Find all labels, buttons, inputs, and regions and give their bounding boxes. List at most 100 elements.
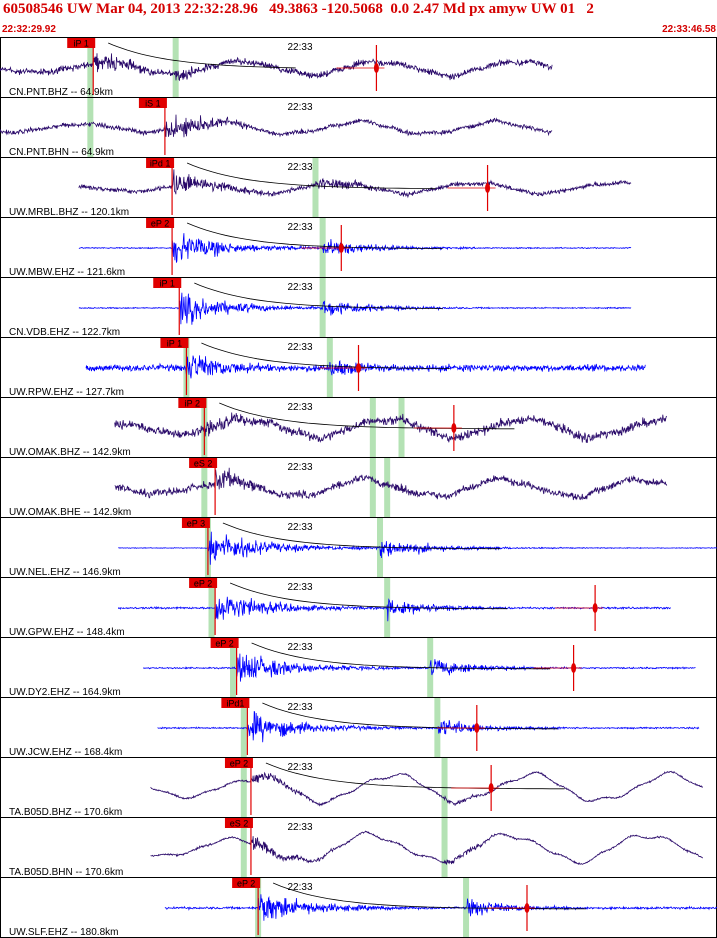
channel-label: UW.SLF.EHZ -- 180.8km bbox=[9, 927, 118, 938]
channel-panel[interactable]: eS 2 22:33 TA.B05D.BHN -- 170.6km bbox=[0, 817, 717, 879]
channel-label: UW.GPW.EHZ -- 148.4km bbox=[9, 627, 125, 638]
end-time-label: 22:33:46.58 bbox=[662, 24, 716, 35]
coda-envelope bbox=[194, 282, 443, 309]
coda-envelope bbox=[229, 582, 508, 610]
waveform bbox=[85, 355, 646, 379]
phase-window bbox=[240, 818, 247, 877]
pick-label[interactable]: eP 3 bbox=[181, 518, 210, 529]
pick-label[interactable]: eP 2 bbox=[210, 638, 239, 649]
channel-label: UW.OMAK.BHZ -- 142.9km bbox=[9, 447, 131, 458]
time-tick-label: 22:33 bbox=[287, 222, 312, 233]
channel-panel[interactable]: eP 2 22:33 UW.DY2.EHZ -- 164.9km bbox=[0, 637, 717, 699]
pick-label[interactable]: iS 1 bbox=[138, 98, 167, 109]
phase-window bbox=[201, 458, 208, 517]
svg-text:iP 1: iP 1 bbox=[74, 39, 89, 49]
coda-marker-dot bbox=[356, 363, 361, 373]
pick-label[interactable]: iP 2 bbox=[178, 398, 207, 409]
pick-label[interactable]: eP 2 bbox=[189, 578, 218, 589]
coda-marker-dot bbox=[474, 723, 480, 733]
waveform bbox=[78, 169, 632, 199]
time-tick-label: 22:33 bbox=[287, 402, 312, 413]
waveform bbox=[118, 531, 717, 565]
waveform bbox=[0, 114, 553, 138]
waveform bbox=[150, 830, 704, 866]
channel-panel[interactable]: eP 2 22:33 TA.B05D.BHZ -- 170.6km bbox=[0, 757, 717, 819]
time-tick-label: 22:33 bbox=[287, 882, 312, 893]
coda-envelope bbox=[262, 702, 558, 730]
svg-text:iP 1: iP 1 bbox=[160, 279, 175, 289]
coda-marker-dot bbox=[524, 903, 530, 913]
waveform bbox=[143, 653, 696, 682]
channel-label: UW.DY2.EHZ -- 164.9km bbox=[9, 687, 121, 698]
phase-window bbox=[441, 818, 448, 877]
svg-text:iS 1: iS 1 bbox=[145, 99, 161, 109]
time-tick-label: 22:33 bbox=[287, 42, 312, 53]
event-header: 60508546 UW Mar 04, 2013 22:32:28.96 49.… bbox=[0, 0, 717, 37]
svg-text:iP 1: iP 1 bbox=[167, 339, 182, 349]
svg-text:eP 2: eP 2 bbox=[194, 579, 212, 589]
svg-text:eS 2: eS 2 bbox=[194, 459, 213, 469]
time-tick-label: 22:33 bbox=[287, 642, 312, 653]
pick-label[interactable]: eS 2 bbox=[189, 458, 218, 469]
svg-text:iPd 1: iPd 1 bbox=[150, 159, 171, 169]
event-title: 60508546 UW Mar 04, 2013 22:32:28.96 49.… bbox=[3, 1, 594, 17]
time-tick-label: 22:33 bbox=[287, 702, 312, 713]
time-tick-label: 22:33 bbox=[287, 822, 312, 833]
channel-label: CN.PNT.BHN -- 64.9km bbox=[9, 147, 114, 158]
pick-label[interactable]: eP 2 bbox=[146, 218, 175, 229]
coda-marker-dot bbox=[451, 423, 457, 433]
channel-panel[interactable]: eP 2 22:33 UW.GPW.EHZ -- 148.4km bbox=[0, 577, 717, 639]
phase-window bbox=[384, 458, 391, 517]
coda-envelope bbox=[272, 882, 587, 910]
pick-label[interactable]: eS 2 bbox=[224, 818, 253, 829]
waveform bbox=[78, 233, 632, 263]
time-tick-label: 22:33 bbox=[287, 462, 312, 473]
channel-panel[interactable]: iPd 1 22:33 UW.MRBL.BHZ -- 120.1km bbox=[0, 157, 717, 219]
channel-label: CN.VDB.EHZ -- 122.7km bbox=[9, 327, 120, 338]
pick-label[interactable]: iPd1 bbox=[221, 698, 250, 709]
time-tick-label: 22:33 bbox=[287, 342, 312, 353]
svg-text:eP 2: eP 2 bbox=[230, 759, 248, 769]
svg-text:eS 2: eS 2 bbox=[230, 819, 249, 829]
time-tick-label: 22:33 bbox=[287, 282, 312, 293]
coda-marker-dot bbox=[488, 783, 494, 793]
channel-panel[interactable]: iP 2 22:33 UW.OMAK.BHZ -- 142.9km bbox=[0, 397, 717, 459]
pick-label[interactable]: iP 1 bbox=[153, 278, 182, 289]
channel-panel[interactable]: iP 1 22:33 CN.PNT.BHZ -- 64.9km bbox=[0, 37, 717, 99]
time-tick-label: 22:33 bbox=[287, 762, 312, 773]
channel-label: TA.B05D.BHN -- 170.6km bbox=[9, 867, 123, 878]
pick-label[interactable]: iP 1 bbox=[67, 38, 96, 49]
phase-window bbox=[240, 758, 247, 817]
pick-label[interactable]: iP 1 bbox=[160, 338, 189, 349]
channel-panel[interactable]: eP 2 22:33 UW.SLF.EHZ -- 180.8km bbox=[0, 877, 717, 938]
channel-panel[interactable]: eP 2 22:33 UW.MBW.EHZ -- 121.6km bbox=[0, 217, 717, 279]
channel-label: UW.NEL.EHZ -- 146.9km bbox=[9, 567, 121, 578]
coda-marker-dot bbox=[373, 63, 379, 73]
channel-panel[interactable]: iP 1 22:33 UW.RPW.EHZ -- 127.7km bbox=[0, 337, 717, 399]
pick-label[interactable]: eP 2 bbox=[224, 758, 253, 769]
svg-text:iP 2: iP 2 bbox=[185, 399, 200, 409]
channel-panel[interactable]: iP 1 22:33 CN.VDB.EHZ -- 122.7km bbox=[0, 277, 717, 339]
channel-label: UW.OMAK.BHE -- 142.9km bbox=[9, 507, 131, 518]
coda-envelope bbox=[186, 222, 443, 250]
channel-label: UW.RPW.EHZ -- 127.7km bbox=[9, 387, 124, 398]
coda-envelope bbox=[251, 642, 551, 670]
coda-marker-dot bbox=[592, 603, 598, 613]
channel-panel[interactable]: iPd1 22:33 UW.JCW.EHZ -- 168.4km bbox=[0, 697, 717, 759]
channel-panel[interactable]: eP 3 22:33 UW.NEL.EHZ -- 146.9km bbox=[0, 517, 717, 579]
channel-panel[interactable]: eS 2 22:33 UW.OMAK.BHE -- 142.9km bbox=[0, 457, 717, 519]
coda-envelope bbox=[265, 762, 565, 790]
coda-envelope bbox=[222, 522, 500, 550]
channel-label: UW.MBW.EHZ -- 121.6km bbox=[9, 267, 125, 278]
seismogram-panels[interactable]: iP 1 22:33 CN.PNT.BHZ -- 64.9km iS 1 22:33 CN… bbox=[0, 37, 717, 938]
channel-panel[interactable]: iS 1 22:33 CN.PNT.BHN -- 64.9km bbox=[0, 97, 717, 159]
pick-label[interactable]: iPd 1 bbox=[146, 158, 175, 169]
phase-window bbox=[369, 398, 376, 457]
pick-label[interactable]: eP 2 bbox=[232, 878, 261, 889]
waveform bbox=[0, 53, 553, 82]
waveform bbox=[78, 292, 632, 325]
phase-window bbox=[172, 38, 179, 97]
coda-envelope bbox=[219, 402, 515, 430]
phase-window bbox=[87, 98, 94, 157]
coda-marker-dot bbox=[485, 183, 491, 193]
